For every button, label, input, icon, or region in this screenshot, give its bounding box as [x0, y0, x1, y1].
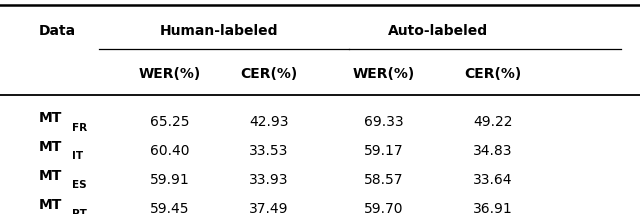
Text: Data: Data — [38, 24, 76, 38]
Text: 59.91: 59.91 — [150, 173, 189, 187]
Text: 33.64: 33.64 — [473, 173, 513, 187]
Text: 49.22: 49.22 — [473, 115, 513, 129]
Text: MT: MT — [38, 140, 62, 154]
Text: 58.57: 58.57 — [364, 173, 404, 187]
Text: 33.93: 33.93 — [249, 173, 289, 187]
Text: 60.40: 60.40 — [150, 144, 189, 158]
Text: Human-labeled: Human-labeled — [160, 24, 278, 38]
Text: MT: MT — [38, 198, 62, 212]
Text: 37.49: 37.49 — [249, 202, 289, 214]
Text: CER(%): CER(%) — [464, 67, 522, 81]
Text: 59.45: 59.45 — [150, 202, 189, 214]
Text: WER(%): WER(%) — [138, 67, 201, 81]
Text: IT: IT — [72, 152, 83, 161]
Text: 65.25: 65.25 — [150, 115, 189, 129]
Text: 36.91: 36.91 — [473, 202, 513, 214]
Text: MT: MT — [38, 169, 62, 183]
Text: 34.83: 34.83 — [473, 144, 513, 158]
Text: Auto-labeled: Auto-labeled — [388, 24, 488, 38]
Text: 42.93: 42.93 — [249, 115, 289, 129]
Text: PT: PT — [72, 209, 86, 214]
Text: ES: ES — [72, 180, 86, 190]
Text: MT: MT — [38, 111, 62, 125]
Text: 33.53: 33.53 — [249, 144, 289, 158]
Text: 69.33: 69.33 — [364, 115, 404, 129]
Text: WER(%): WER(%) — [353, 67, 415, 81]
Text: CER(%): CER(%) — [240, 67, 298, 81]
Text: 59.17: 59.17 — [364, 144, 404, 158]
Text: FR: FR — [72, 123, 87, 132]
Text: 59.70: 59.70 — [364, 202, 404, 214]
